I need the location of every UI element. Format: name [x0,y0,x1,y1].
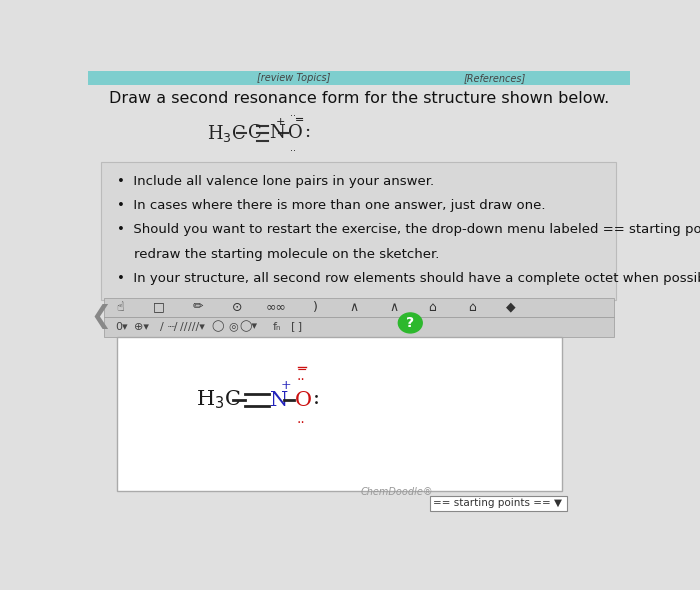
Bar [104,298,614,317]
Text: fₙ: fₙ [273,322,281,332]
Text: ∧: ∧ [350,300,359,313]
Text: H$_3$C: H$_3$C [207,123,246,144]
Text: 0▾: 0▾ [115,322,127,332]
Text: −: − [295,116,304,126]
Bar [118,336,562,491]
Circle shape [398,313,422,333]
Text: ◯▾: ◯▾ [239,321,257,332]
Text: ☝: ☝ [116,300,124,313]
Text: ··: ·· [290,146,295,156]
Text: ··: ·· [290,112,295,121]
Text: O: O [288,124,303,143]
Bar [88,71,630,86]
Text: [ ]: [ ] [290,322,302,332]
Text: ?: ? [406,316,414,330]
Text: −: − [297,364,307,377]
Text: ··: ·· [297,416,306,430]
Text: //: // [181,322,188,332]
Text: [References]: [References] [463,73,526,83]
Text: O: O [295,391,312,409]
Text: •  In your structure, all second row elements should have a complete octet when : • In your structure, all second row elem… [118,271,700,284]
Text: redraw the starting molecule on the sketcher.: redraw the starting molecule on the sket… [118,248,440,261]
Text: C: C [248,124,261,143]
Text: ··: ·· [297,373,306,386]
Text: +: + [276,117,285,127]
Text: ◆: ◆ [506,300,515,313]
Text: ChemDoodle®: ChemDoodle® [360,487,433,497]
Text: ///▾: ///▾ [188,322,204,332]
Text: [review Topics]: [review Topics] [257,73,330,83]
Text: ⌂: ⌂ [428,300,437,313]
Text: ): ) [313,300,318,313]
Text: N: N [269,124,284,143]
Text: N: N [270,391,288,409]
Text: H$_3$C: H$_3$C [196,389,241,411]
Text: ❮: ❮ [90,304,111,329]
Text: ∧: ∧ [389,300,398,313]
Text: □: □ [153,300,165,313]
Text: ◯: ◯ [211,321,224,332]
Text: ⌂: ⌂ [468,300,475,313]
Text: :: : [304,123,311,141]
FancyBboxPatch shape [101,162,617,300]
Text: •  Include all valence lone pairs in your answer.: • Include all valence lone pairs in your… [118,175,435,188]
Text: /: / [160,322,164,332]
Text: +: + [281,379,291,392]
Text: •  In cases where there is more than one answer, just draw one.: • In cases where there is more than one … [118,199,546,212]
Text: ⊕▾: ⊕▾ [134,322,149,332]
Text: ◎: ◎ [228,322,238,332]
Text: Draw a second resonance form for the structure shown below.: Draw a second resonance form for the str… [109,91,610,106]
Text: ✏: ✏ [193,300,204,313]
Text: ∞∞: ∞∞ [266,300,287,313]
Bar [104,317,614,336]
FancyBboxPatch shape [430,496,566,512]
Text: ⊙: ⊙ [232,300,242,313]
Text: == starting points == ▼: == starting points == ▼ [433,499,561,509]
Text: :: : [313,389,320,408]
Text: •  Should you want to restart the exercise, the drop-down menu labeled == starti: • Should you want to restart the exercis… [118,224,700,237]
Text: ┈/: ┈/ [168,322,178,332]
